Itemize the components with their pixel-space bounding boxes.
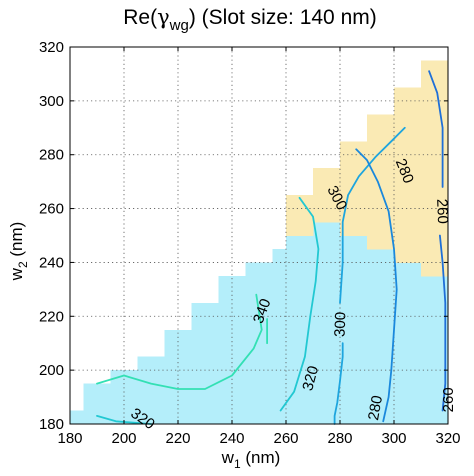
single-mode-region-cell xyxy=(340,235,368,425)
contour-line-340 xyxy=(96,293,263,390)
x-tick-label: 220 xyxy=(165,430,190,447)
single-mode-region-cell xyxy=(191,302,219,425)
y-tick-label: 320 xyxy=(39,39,64,56)
single-mode-region-cell xyxy=(245,262,273,425)
single-mode-region-cell xyxy=(137,356,165,425)
x-tick-label: 300 xyxy=(381,430,406,447)
y-axis-label-unit: (nm) xyxy=(7,222,26,262)
multi-mode-region-cell xyxy=(421,60,449,277)
contour-label-280: 280 xyxy=(365,394,386,422)
svg-text:w1 (nm): w1 (nm) xyxy=(221,448,281,471)
contour-label-300: 300 xyxy=(332,312,350,338)
multi-mode-region-cell xyxy=(394,87,422,263)
y-tick-label: 180 xyxy=(39,416,64,433)
multi-mode-region-cell xyxy=(286,195,314,236)
contour-line-260 xyxy=(438,234,447,412)
contour-label-text: 300 xyxy=(332,312,350,338)
contour-label-text: 320 xyxy=(299,364,322,393)
title-subscript: wg xyxy=(169,17,189,34)
single-mode-region-cell xyxy=(70,410,84,425)
contour-label-text: 260 xyxy=(433,199,451,225)
x-axis-label-sub: 1 xyxy=(234,457,241,471)
y-tick-label: 280 xyxy=(39,147,64,164)
multi-mode-region-cell xyxy=(367,114,395,250)
y-tick-label: 200 xyxy=(39,362,64,379)
title-greek: γ xyxy=(157,5,170,29)
contour-label-text: 280 xyxy=(365,394,386,422)
contour-label-260: 260 xyxy=(433,199,451,225)
x-tick-label: 280 xyxy=(327,430,352,447)
x-axis-label-unit: (nm) xyxy=(241,448,281,467)
y-tick-label: 260 xyxy=(39,201,64,218)
svg-text:w2 (nm): w2 (nm) xyxy=(7,222,30,282)
y-axis-label: w2 (nm) xyxy=(7,222,30,282)
single-mode-region-cell xyxy=(394,262,422,425)
single-mode-region-cell xyxy=(272,248,287,425)
title: Re(γwg) (Slot size: 140 nm) xyxy=(123,5,377,34)
contour-label-320: 320 xyxy=(299,364,322,393)
x-tick-label: 260 xyxy=(273,430,298,447)
y-axis-label-sub: 2 xyxy=(16,261,30,268)
x-tick-label: 180 xyxy=(57,430,82,447)
contour-line-280 xyxy=(355,148,398,423)
contour-line-320 xyxy=(96,414,152,425)
y-tick-labels: 180 200 220 240 260 280 300 320 xyxy=(39,39,64,433)
single-mode-region-cell xyxy=(367,248,395,425)
contour-line-260 xyxy=(428,70,444,188)
plot-frame xyxy=(69,46,449,425)
title-suffix: ) (Slot size: 140 nm) xyxy=(189,6,377,29)
x-tick-label: 240 xyxy=(219,430,244,447)
x-axis-label-main: w xyxy=(221,448,235,467)
multi-mode-region-cell xyxy=(313,168,341,223)
x-axis-label: w1 (nm) xyxy=(221,448,281,471)
svg-text:Re(γwg) (Slot size: 140 nm): Re(γwg) (Slot size: 140 nm) xyxy=(123,5,377,34)
single-mode-region-cell xyxy=(164,329,192,425)
x-tick-labels: 180 200 220 240 260 280 300 320 xyxy=(57,430,460,447)
y-tick-label: 220 xyxy=(39,308,64,325)
y-tick-label: 240 xyxy=(39,254,64,271)
contour-line-320 xyxy=(279,196,320,412)
contour-line-300 xyxy=(333,342,344,425)
contour-line-300 xyxy=(339,126,406,304)
y-tick-label: 300 xyxy=(39,93,64,110)
x-tick-label: 320 xyxy=(435,430,460,447)
title-prefix: Re( xyxy=(123,6,157,29)
y-axis-label-main: w xyxy=(7,267,26,281)
x-tick-label: 200 xyxy=(111,430,136,447)
